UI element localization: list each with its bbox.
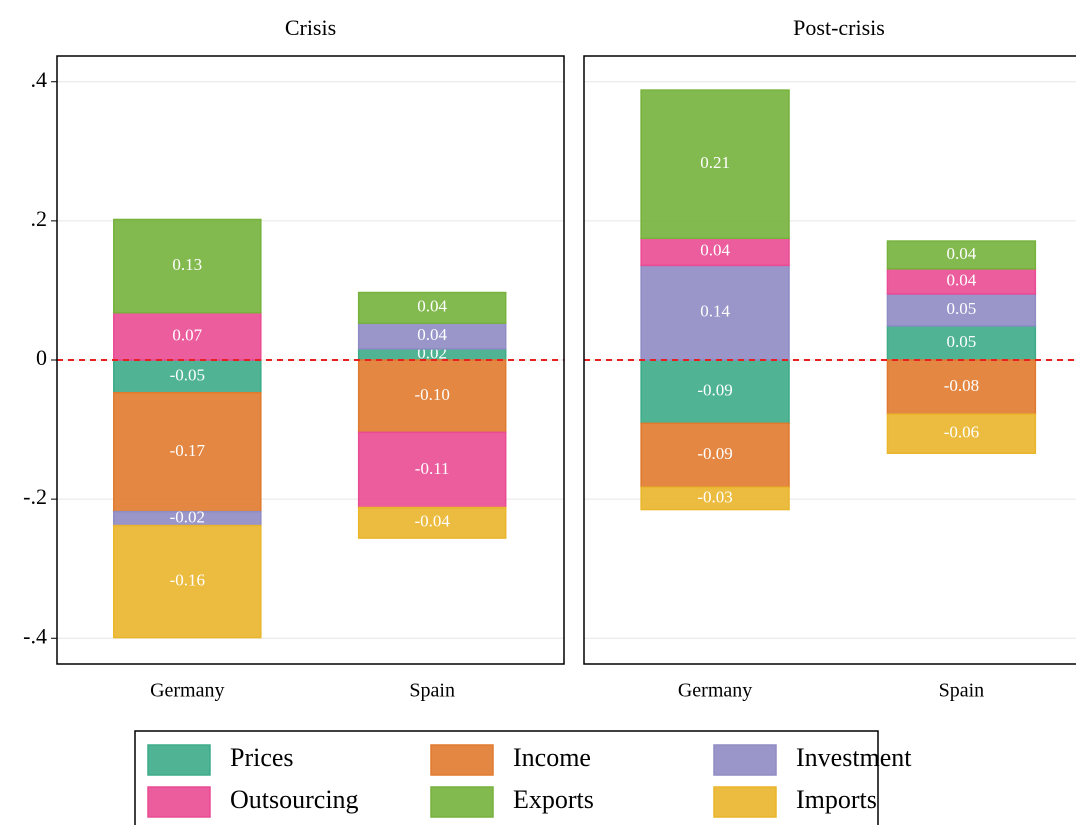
bar-segment [357,359,507,434]
legend-label: Investment [796,743,912,772]
value-label: 0.04 [417,297,447,316]
value-label: -0.05 [170,365,205,384]
value-label: 0.04 [947,270,977,289]
value-label: 0.04 [700,241,730,260]
bar-segment [357,506,507,539]
value-label: 0.21 [700,153,730,172]
legend-swatch [430,744,494,776]
legend-label: Imports [796,785,877,814]
bar-segment [357,291,507,324]
value-label: -0.10 [414,385,449,404]
value-label: 0.04 [947,244,977,263]
x-tick-label: Spain [939,680,985,702]
value-label: -0.09 [697,444,732,463]
bar-segment [357,322,507,350]
value-label: -0.17 [170,441,206,460]
panel-title: Crisis [285,15,336,40]
panel-title: Post-crisis [793,15,885,40]
bar-segment: Imports [640,486,790,511]
value-label: -0.11 [415,459,450,478]
value-label: 0.07 [172,325,202,344]
bar-segment [113,391,262,513]
y-tick-label: 0 [36,345,47,370]
x-tick-label: Spain [409,680,455,702]
legend-swatch [713,744,777,776]
legend-label: Income [513,743,591,772]
bar-segment [113,311,262,361]
bar-segment [113,218,262,314]
legend-swatch [713,786,777,818]
bar-segment [113,524,262,639]
bar-segment: Investment [886,293,1037,327]
bar-segment [357,431,507,509]
value-label: 0.04 [417,325,447,344]
bar-segment: Exports [640,89,790,240]
value-label: -0.03 [697,487,732,506]
legend-label: Prices [230,743,294,772]
bar-segment: Investment [640,264,790,361]
x-tick-label: Germany [150,680,224,702]
value-label: -0.04 [414,512,450,531]
x-tick-label: Germany [678,680,752,702]
value-label: -0.06 [944,423,979,442]
value-label: -0.16 [170,570,205,589]
y-tick-label: .4 [31,67,48,92]
value-label: -0.09 [697,381,732,400]
value-label: 0.14 [700,302,730,321]
y-tick-label: .2 [31,206,48,231]
value-label: 0.05 [947,332,977,351]
value-label: 0.13 [172,255,202,274]
legend-swatch [147,786,211,818]
bar-segment: Imports [886,413,1037,454]
value-label: -0.02 [170,508,205,527]
bar-segment: Exports [886,240,1037,270]
value-label: 0.05 [947,299,977,318]
y-tick-label: -.2 [23,484,47,509]
bar-segment: Prices [640,359,790,425]
bar-segment: Income [640,422,790,489]
value-label: -0.08 [944,376,979,395]
legend-swatch [430,786,494,818]
legend-swatch [147,744,211,776]
legend-label: Outsourcing [230,785,359,814]
plot-frame [56,55,565,665]
y-tick-label: -.4 [23,623,47,648]
bar-segment: Income [886,359,1037,416]
plot-frame [583,55,1076,665]
legend-label: Exports [513,785,594,814]
